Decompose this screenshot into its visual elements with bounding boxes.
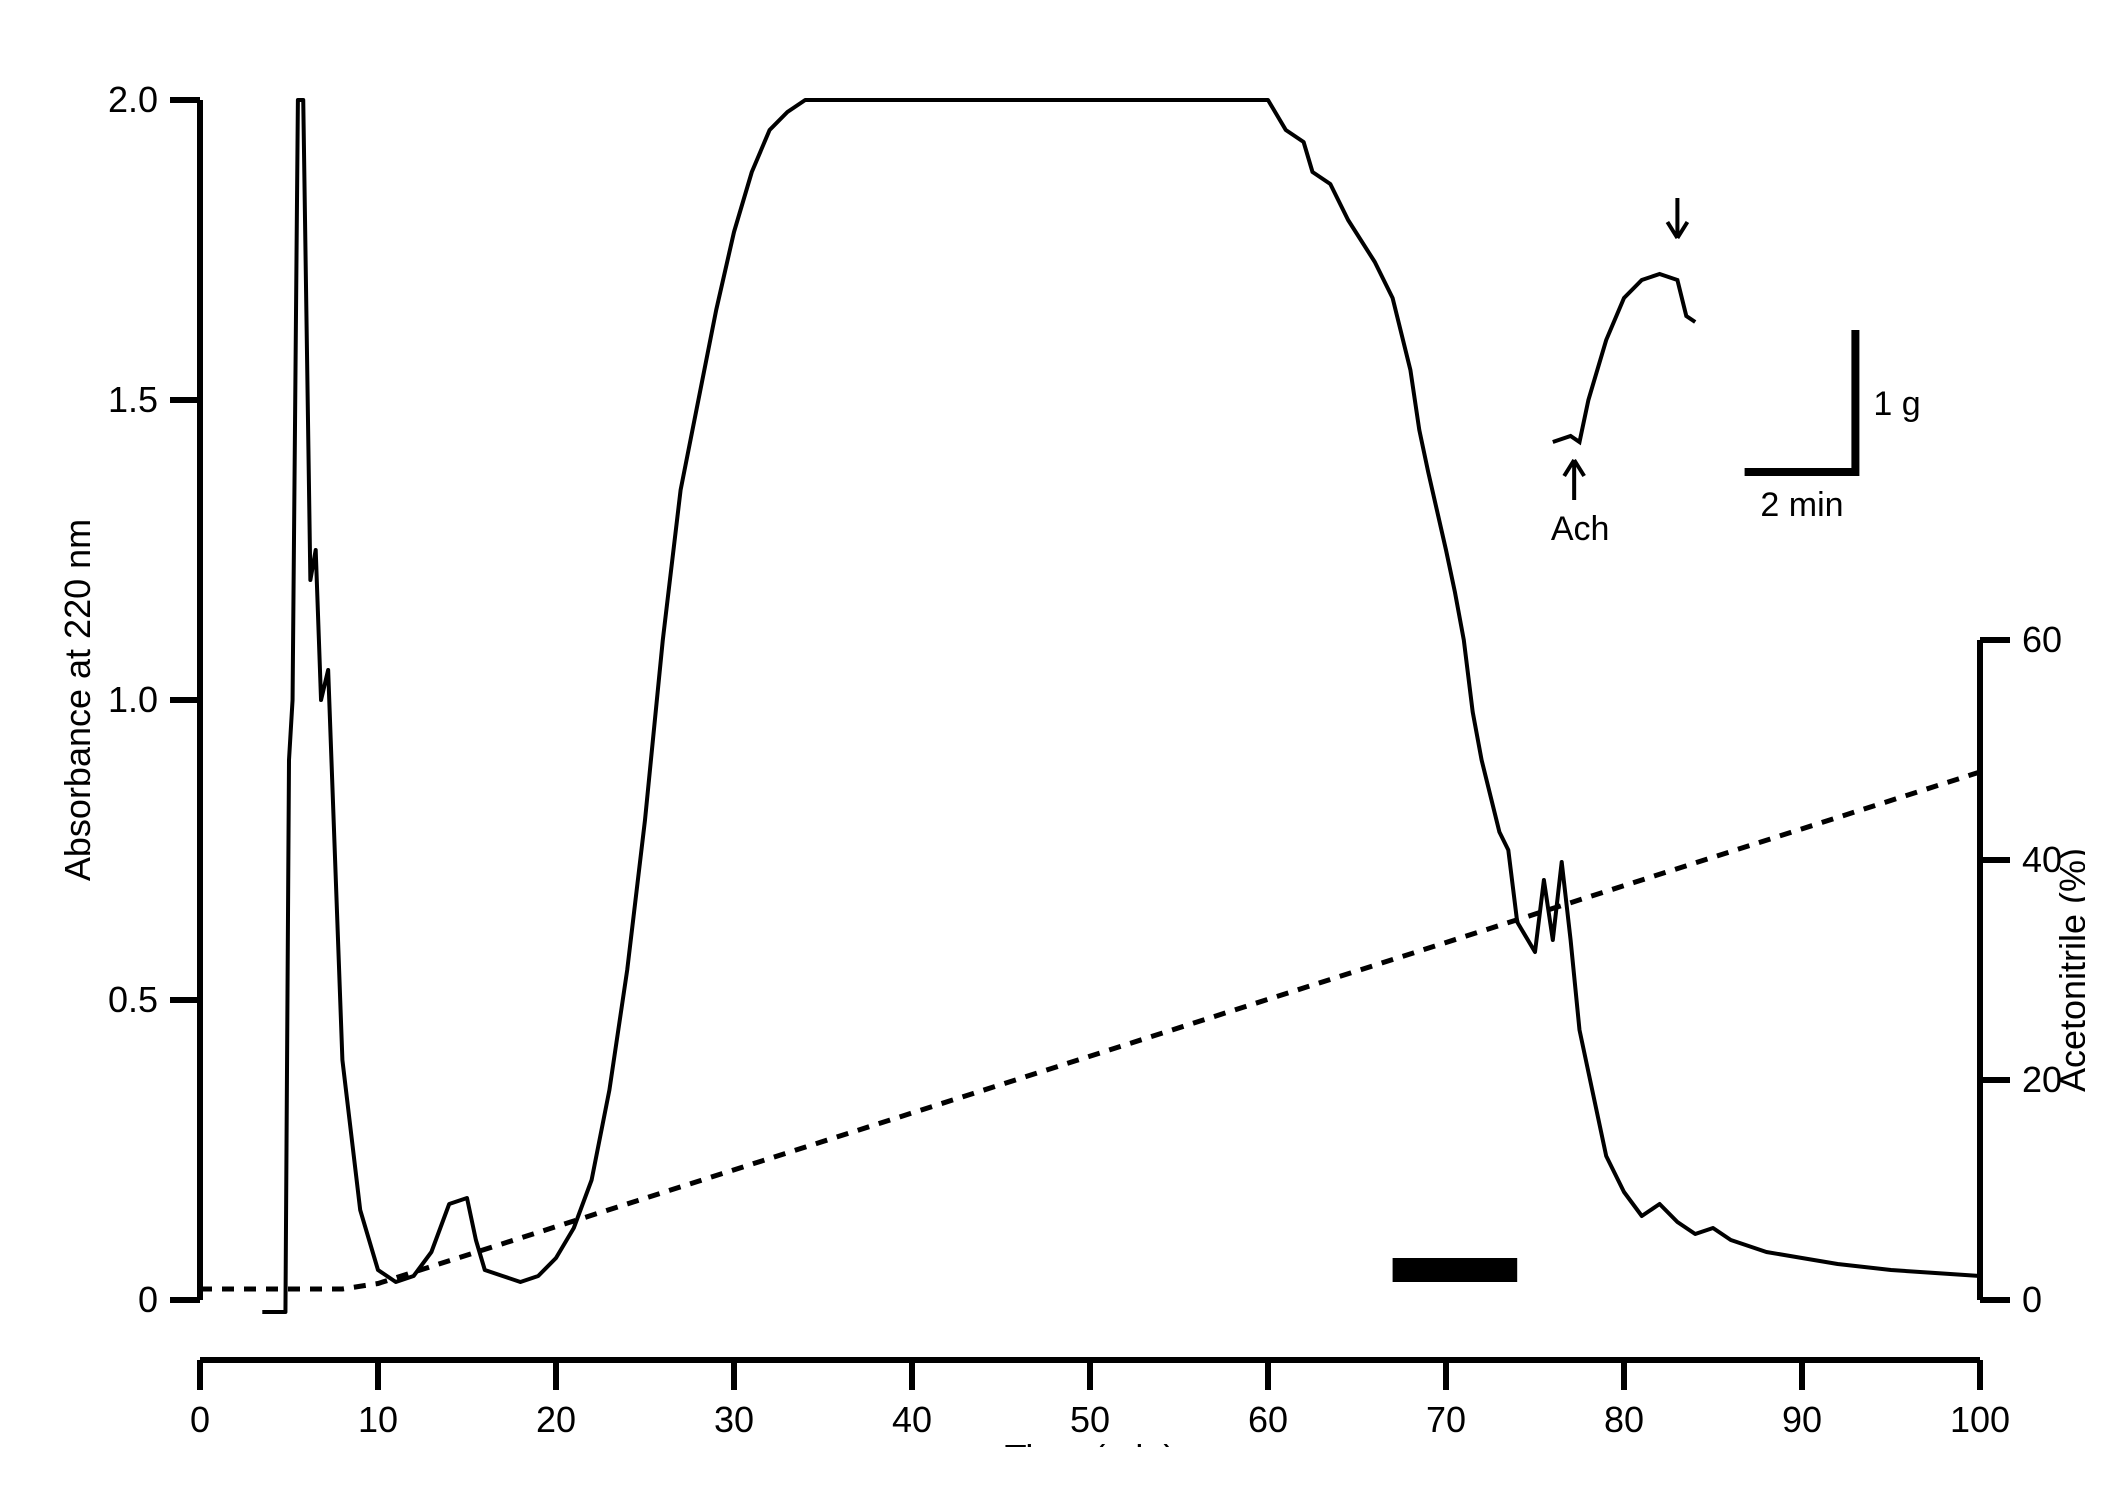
x-tick-label: 50	[1070, 1399, 1110, 1440]
absorbance-line	[262, 100, 1980, 1312]
scale-time-label: 2 min	[1760, 486, 1843, 524]
gradient-line	[200, 772, 1980, 1289]
x-tick-label: 20	[536, 1399, 576, 1440]
x-tick-label: 30	[714, 1399, 754, 1440]
y-right-tick-label: 0	[2022, 1279, 2042, 1320]
x-tick-label: 90	[1782, 1399, 1822, 1440]
ach-label: Ach	[1551, 510, 1610, 548]
y-left-tick-label: 1.0	[108, 679, 158, 720]
chart-svg: 0 10 20 30 40 50 60 70 80 90 100 Time (min) 0 0.5 1.0 1…	[40, 40, 2085, 1447]
inset-scale-bar	[1749, 334, 1856, 472]
y-axis-right-label: Acetonitrile (%)	[2052, 848, 2085, 1092]
x-tick-label: 10	[358, 1399, 398, 1440]
arrow-up-icon	[1564, 460, 1584, 500]
x-tick-label: 80	[1604, 1399, 1644, 1440]
x-axis-label: Time (min)	[1005, 1437, 1176, 1447]
chromatogram-chart: 0 10 20 30 40 50 60 70 80 90 100 Time (min) 0 0.5 1.0 1…	[40, 40, 2085, 1447]
scale-force-label: 1 g	[1873, 385, 1920, 423]
x-tick-label: 100	[1950, 1399, 2010, 1440]
inset-trace	[1553, 274, 1695, 442]
y-axis-left-label: Absorbance at 220 nm	[57, 519, 98, 881]
y-left-tick-label: 0	[138, 1279, 158, 1320]
x-tick-label: 70	[1426, 1399, 1466, 1440]
x-tick-label: 60	[1248, 1399, 1288, 1440]
y-left-tick-label: 2.0	[108, 79, 158, 120]
fraction-bar	[1393, 1258, 1518, 1282]
y-left-tick-label: 1.5	[108, 379, 158, 420]
y-left-tick-label: 0.5	[108, 979, 158, 1020]
x-tick-label: 40	[892, 1399, 932, 1440]
arrow-down-icon	[1667, 198, 1687, 238]
x-tick-label: 0	[190, 1399, 210, 1440]
y-right-tick-label: 60	[2022, 619, 2062, 660]
